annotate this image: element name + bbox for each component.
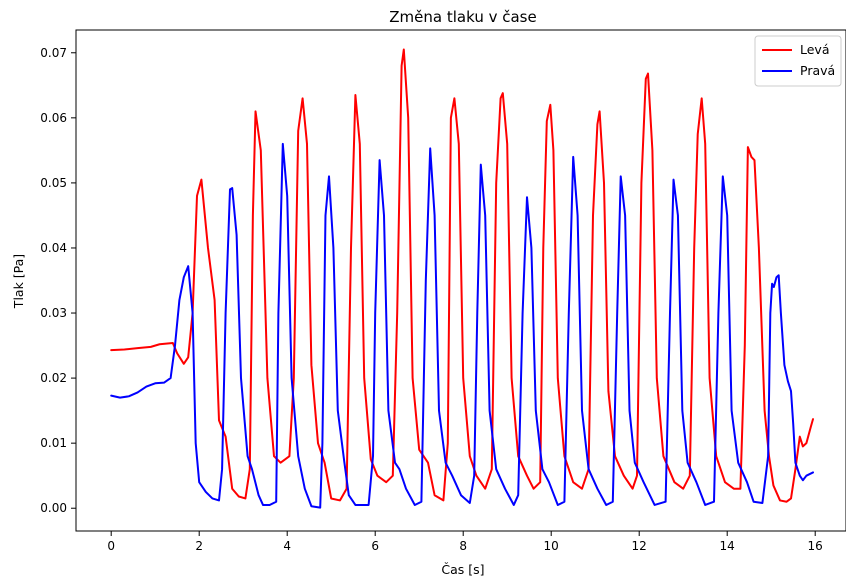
- legend-box: [754, 35, 842, 87]
- x-tick-label: 6: [371, 539, 379, 553]
- x-tick-label: 14: [720, 539, 735, 553]
- legend-label-prava: Pravá: [800, 63, 835, 78]
- y-axis-label: Tlak [Pa]: [11, 254, 26, 309]
- plot-area: [110, 48, 814, 509]
- axes-frame: [75, 29, 846, 532]
- x-tick-label: 12: [632, 539, 647, 553]
- series-line-leva: [110, 48, 814, 503]
- chart-title: Změna tlaku v čase: [389, 8, 536, 26]
- y-tick-label: 0.07: [40, 46, 67, 60]
- y-tick-label: 0.03: [40, 306, 67, 320]
- x-tick-label: 8: [459, 539, 467, 553]
- x-axis-label: Čas [s]: [441, 562, 484, 577]
- y-tick-label: 0.05: [40, 176, 67, 190]
- legend: Levá Pravá: [754, 35, 842, 87]
- y-tick-label: 0.04: [40, 241, 67, 255]
- series-line-prava: [110, 142, 814, 509]
- y-axis: 0.00 0.01 0.02 0.03 0.04 0.05 0.06 0.07: [40, 46, 76, 515]
- x-tick-label: 0: [107, 539, 115, 553]
- y-tick-label: 0.00: [40, 501, 67, 515]
- x-tick-label: 2: [195, 539, 203, 553]
- x-tick-label: 16: [808, 539, 823, 553]
- y-tick-label: 0.02: [40, 371, 67, 385]
- x-tick-label: 10: [544, 539, 559, 553]
- legend-label-leva: Levá: [800, 42, 830, 57]
- y-tick-label: 0.01: [40, 436, 67, 450]
- y-tick-label: 0.06: [40, 111, 67, 125]
- x-tick-label: 4: [283, 539, 291, 553]
- x-axis: 0 2 4 6 8 10 12 14 16: [107, 531, 823, 553]
